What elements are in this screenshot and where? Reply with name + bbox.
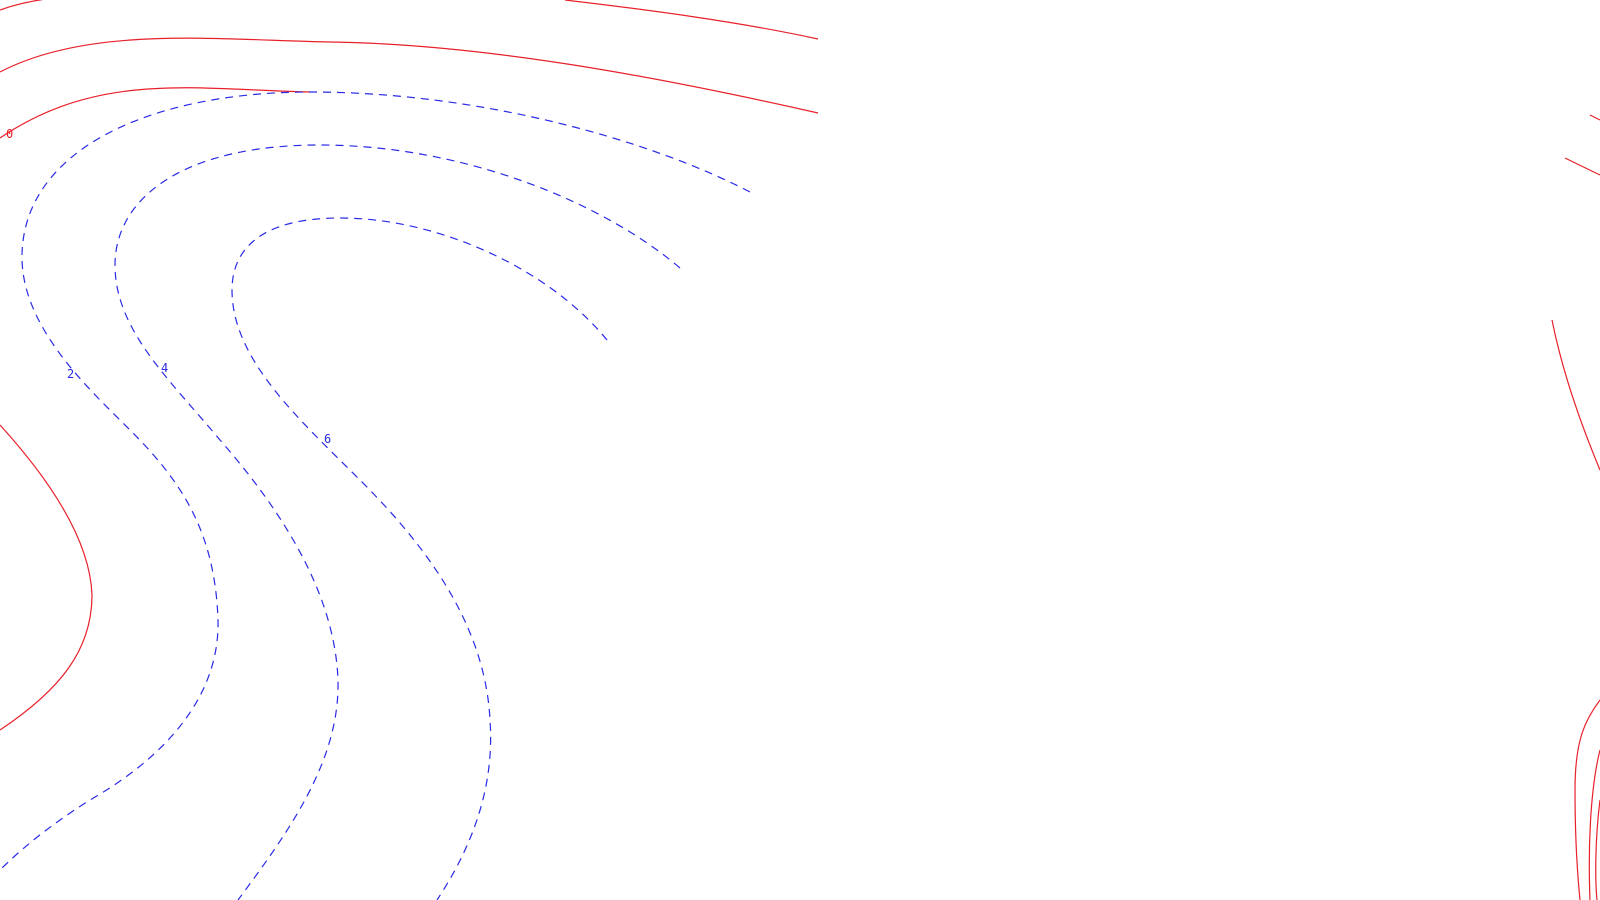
- contour-line-level-0-k: [1595, 799, 1600, 900]
- contour-line-level-0-g: [1564, 157, 1600, 176]
- contour-line-level-4: [114, 144, 681, 900]
- contour-line-level-0-i: [1574, 699, 1600, 900]
- contour-line-level-2: [0, 91, 751, 871]
- contour-label-4: 4: [161, 361, 168, 375]
- contour-label-6: 6: [324, 432, 331, 446]
- contour-line-level-0-c: [0, 87, 311, 139]
- contour-line-level-0-f: [1589, 114, 1600, 121]
- contour-line-level-6: [231, 217, 608, 900]
- contour-label-2: 2: [67, 367, 74, 381]
- contour-line-level-0-j: [1588, 749, 1600, 900]
- contour-line-level-0-h: [1551, 319, 1600, 471]
- contour-line-level-0-d: [564, 0, 819, 40]
- contour-line-level-0-e: [0, 424, 93, 731]
- contour-line-level-0-b: [0, 37, 819, 114]
- contour-label-0: 0: [6, 127, 13, 141]
- contour-line-level-0-a: [0, 0, 44, 11]
